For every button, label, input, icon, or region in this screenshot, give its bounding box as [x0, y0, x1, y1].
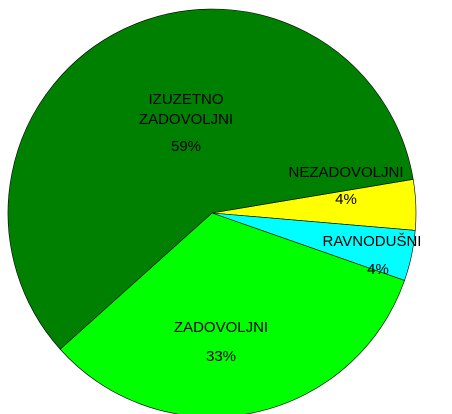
slice-value-label: 4%: [367, 261, 389, 278]
slice-label: RAVNODUŠNI: [323, 233, 422, 250]
slice-label: IZUZETNO ZADOVOLJNI: [139, 91, 233, 128]
pie-slice: [59, 212, 405, 414]
pie-slice: [7, 8, 414, 350]
slice-label: ZADOVOLJNI: [174, 319, 268, 336]
slice-value-label: 33%: [206, 348, 236, 365]
slice-value-label: 4%: [335, 191, 357, 208]
slice-value-label: 59%: [171, 138, 201, 155]
slice-label: NEZADOVOLJNI: [288, 164, 403, 181]
